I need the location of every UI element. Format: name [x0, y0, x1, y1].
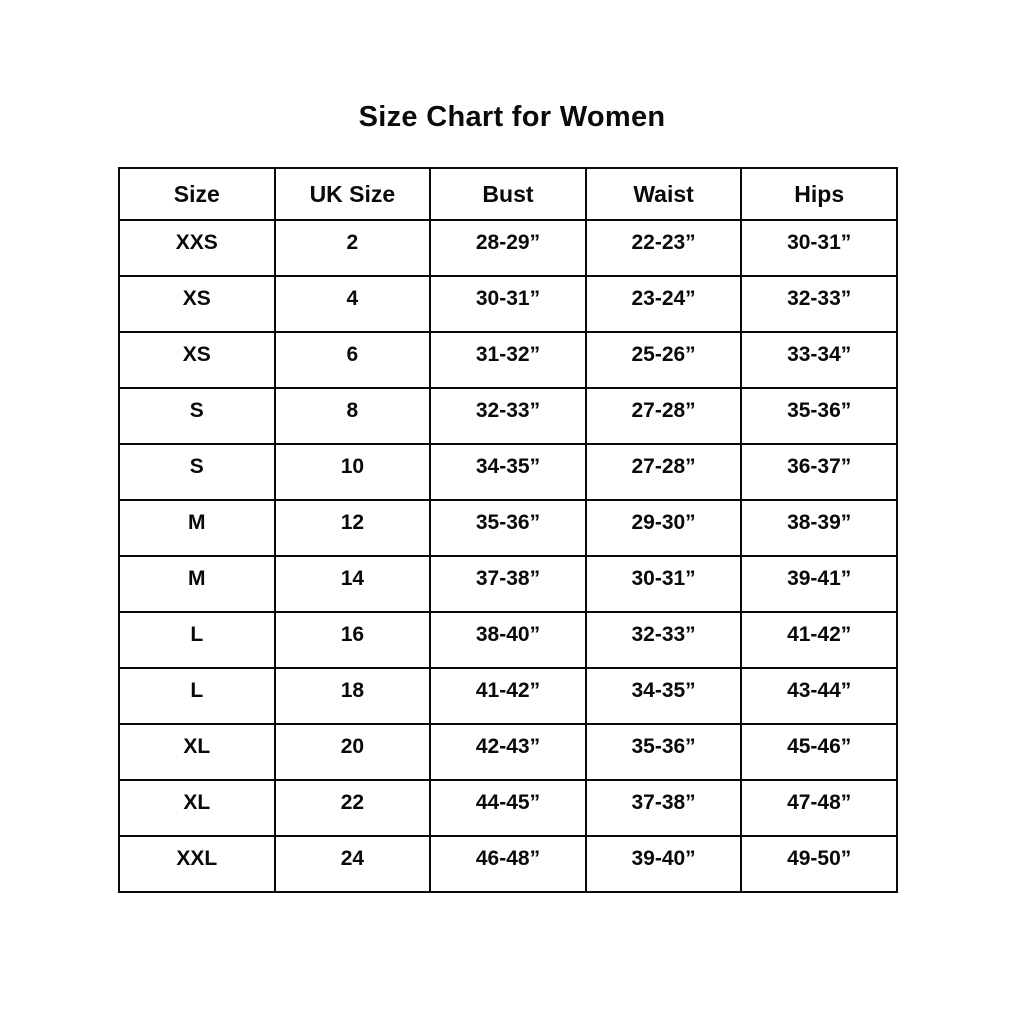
table-cell: 27-28”	[584, 443, 743, 501]
table-row: XXS 2 28-29” 22-23” 30-31”	[118, 219, 898, 277]
table-cell: XXL	[118, 835, 276, 893]
table-cell: 30-31”	[740, 219, 898, 277]
table-cell: XL	[118, 779, 276, 837]
table-cell: 42-43”	[429, 723, 587, 781]
table-cell: 22	[273, 779, 432, 837]
table-row: XL 22 44-45” 37-38” 47-48”	[118, 779, 898, 837]
table-cell: XS	[118, 331, 276, 389]
size-chart-table: Size UK Size Bust Waist Hips XXS 2 28-29” 22-23…	[118, 167, 898, 893]
table-cell: 10	[273, 443, 432, 501]
table-row: XL 20 42-43” 35-36” 45-46”	[118, 723, 898, 781]
table-cell: 30-31”	[584, 555, 743, 613]
table-cell: 39-41”	[740, 555, 898, 613]
table-cell: 14	[273, 555, 432, 613]
table-cell: L	[118, 667, 276, 725]
table-cell: 43-44”	[740, 667, 898, 725]
table-cell: 4	[273, 275, 432, 333]
table-cell: 37-38”	[584, 779, 743, 837]
table-row: XS 4 30-31” 23-24” 32-33”	[118, 275, 898, 333]
table-cell: S	[118, 443, 276, 501]
table-cell: 33-34”	[740, 331, 898, 389]
table-cell: 37-38”	[429, 555, 587, 613]
table-cell: 34-35”	[429, 443, 587, 501]
table-header-row: Size UK Size Bust Waist Hips	[118, 167, 898, 221]
table-cell: 45-46”	[740, 723, 898, 781]
table-row: S 8 32-33” 27-28” 35-36”	[118, 387, 898, 445]
column-header-uk-size: UK Size	[273, 167, 432, 221]
table-row: S 10 34-35” 27-28” 36-37”	[118, 443, 898, 501]
table-cell: 28-29”	[429, 219, 587, 277]
table-cell: 22-23”	[584, 219, 743, 277]
table-cell: 30-31”	[429, 275, 587, 333]
table-cell: 12	[273, 499, 432, 557]
table-cell: 38-39”	[740, 499, 898, 557]
table-cell: 49-50”	[740, 835, 898, 893]
page-title: Size Chart for Women	[358, 101, 666, 133]
table-cell: 23-24”	[584, 275, 743, 333]
column-header-hips: Hips	[740, 167, 898, 221]
table-cell: S	[118, 387, 276, 445]
table-cell: 6	[273, 331, 432, 389]
table-cell: 25-26”	[584, 331, 743, 389]
column-header-bust: Bust	[429, 167, 587, 221]
table-cell: XL	[118, 723, 276, 781]
table-cell: 35-36”	[584, 723, 743, 781]
table-cell: 29-30”	[584, 499, 743, 557]
table-cell: 46-48”	[429, 835, 587, 893]
table-cell: 41-42”	[740, 611, 898, 669]
table-cell: 31-32”	[429, 331, 587, 389]
table-cell: 32-33”	[429, 387, 587, 445]
table-cell: 44-45”	[429, 779, 587, 837]
table-cell: M	[118, 555, 276, 613]
table-row: M 14 37-38” 30-31” 39-41”	[118, 555, 898, 613]
table-cell: 38-40”	[429, 611, 587, 669]
table-row: L 18 41-42” 34-35” 43-44”	[118, 667, 898, 725]
table-cell: 8	[273, 387, 432, 445]
table-cell: 20	[273, 723, 432, 781]
table-cell: 32-33”	[740, 275, 898, 333]
table-cell: M	[118, 499, 276, 557]
table-cell: 35-36”	[429, 499, 587, 557]
table-cell: 36-37”	[740, 443, 898, 501]
table-row: XXL 24 46-48” 39-40” 49-50”	[118, 835, 898, 893]
table-row: M 12 35-36” 29-30” 38-39”	[118, 499, 898, 557]
column-header-waist: Waist	[584, 167, 743, 221]
table-cell: 27-28”	[584, 387, 743, 445]
table-cell: 39-40”	[584, 835, 743, 893]
table-row: XS 6 31-32” 25-26” 33-34”	[118, 331, 898, 389]
table-cell: 16	[273, 611, 432, 669]
table-body: XXS 2 28-29” 22-23” 30-31” XS 4 30-31” 23-24” 32-…	[118, 219, 898, 893]
table-cell: 35-36”	[740, 387, 898, 445]
table-cell: 24	[273, 835, 432, 893]
table-cell: 34-35”	[584, 667, 743, 725]
table-cell: 41-42”	[429, 667, 587, 725]
table-cell: XXS	[118, 219, 276, 277]
table-cell: L	[118, 611, 276, 669]
table-cell: XS	[118, 275, 276, 333]
table-cell: 18	[273, 667, 432, 725]
table-cell: 32-33”	[584, 611, 743, 669]
table-cell: 47-48”	[740, 779, 898, 837]
column-header-size: Size	[118, 167, 276, 221]
table-cell: 2	[273, 219, 432, 277]
table-row: L 16 38-40” 32-33” 41-42”	[118, 611, 898, 669]
